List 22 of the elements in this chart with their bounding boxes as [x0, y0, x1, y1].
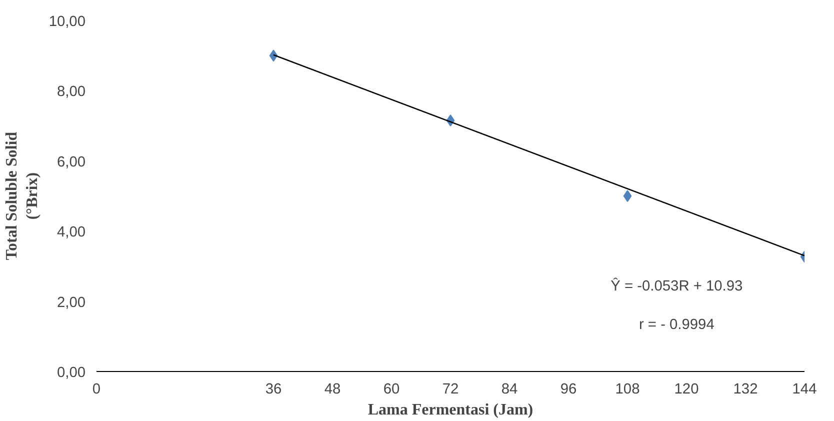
y-axis-title: Total Soluble Solid (°Brix): [3, 132, 41, 260]
y-tick-label: 6,00: [56, 154, 86, 170]
x-tick-label: 96: [560, 382, 577, 398]
y-tick-label: 4,00: [56, 224, 86, 241]
x-tick-label: 60: [383, 382, 400, 398]
x-tick-label: 72: [442, 382, 459, 398]
annotation: r = - 0.9994: [638, 316, 714, 333]
x-tick-label: 132: [733, 382, 758, 398]
y-tick-label: 10,00: [48, 14, 86, 30]
y-tick-label: 8,00: [56, 84, 86, 100]
x-tick-label: 144: [792, 382, 817, 398]
annotation: Ŷ = -0.053R + 10.93: [610, 277, 743, 294]
y-tick-label: 0,00: [56, 365, 86, 381]
x-tick-label: 0: [92, 382, 101, 398]
point: [623, 190, 632, 202]
x-tick-label: 108: [615, 382, 640, 398]
x-axis-title: Lama Fermentasi (Jam): [368, 402, 534, 418]
x-tick-label: 84: [501, 382, 518, 398]
x-tick-label: 36: [265, 382, 282, 398]
x-tick-label: 120: [674, 382, 699, 398]
y-tick-label: 2,00: [56, 294, 86, 311]
x-tick-label: 48: [324, 382, 341, 398]
